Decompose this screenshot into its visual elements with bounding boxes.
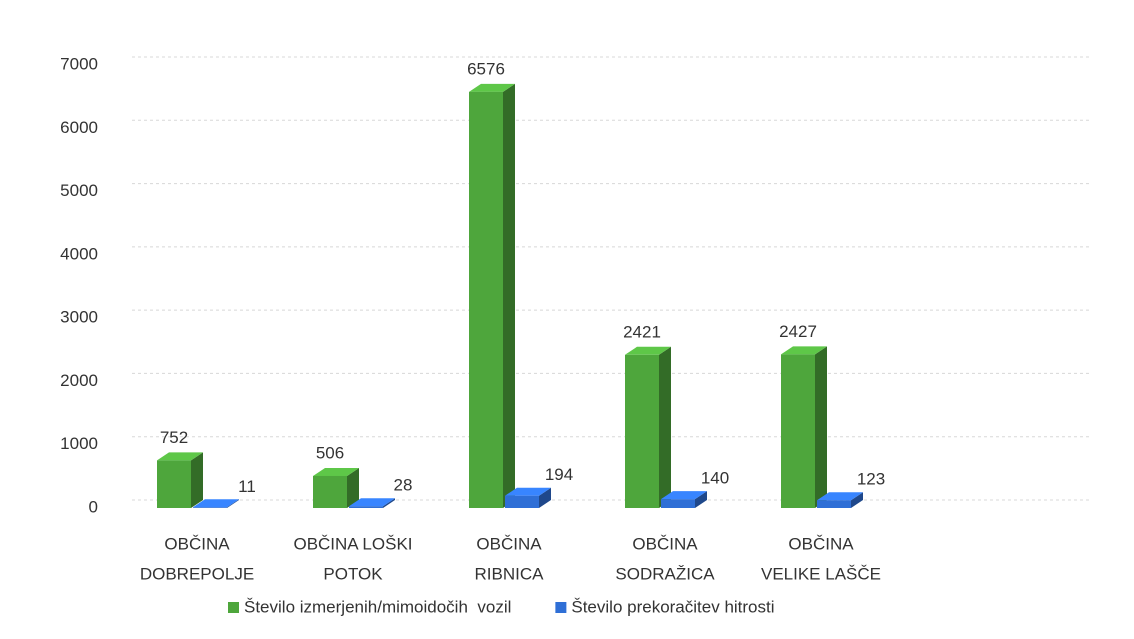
bar [625,354,659,508]
bar [505,495,539,508]
legend-label: Število izmerjenih/mimoidočih vozil [244,597,511,616]
bar-top [625,346,671,355]
bar [313,475,347,508]
bar [349,506,383,508]
y-tick-label: 2000 [60,371,98,390]
bar-side [539,487,551,508]
bar-top [349,498,395,507]
bar-top [505,487,551,496]
x-tick-label: OBČINA [164,534,230,553]
bar-top [313,467,359,476]
bar-top [817,492,863,501]
x-tick-label: SODRAŽICA [615,564,715,583]
bar [817,500,851,508]
data-label: 123 [857,470,885,489]
data-label: 11 [238,477,256,496]
legend-swatch [228,602,239,613]
bar-top [469,83,515,92]
bar [661,499,695,508]
x-tick-label: DOBREPOLJE [140,564,254,583]
legend-swatch [555,602,567,613]
x-tick-label: OBČINA [632,534,698,553]
y-tick-label: 3000 [60,308,98,327]
bar-side [695,491,707,508]
data-label: 6576 [467,59,505,78]
y-tick-label: 7000 [60,54,98,73]
bar-side [503,83,515,509]
bar [157,460,191,508]
bar-side [227,499,239,508]
x-tick-label: RIBNICA [475,564,545,583]
y-tick-label: 6000 [60,118,98,137]
bar-top [661,491,707,500]
data-label: 506 [316,443,344,462]
bar-side [347,467,359,508]
bar-top [193,499,239,508]
bar-side [851,492,863,508]
x-tick-label: POTOK [323,564,383,583]
bar-top [781,346,827,355]
legend-label: Število prekoračitev hitrosti [571,597,774,616]
x-tick-label: OBČINA [788,534,854,553]
y-tick-label: 0 [89,497,98,516]
y-tick-label: 1000 [60,434,98,453]
bar [469,91,503,509]
data-label: 194 [545,465,573,484]
bar-side [815,346,827,508]
data-label: 2427 [779,322,817,341]
x-tick-label: OBČINA [476,534,542,553]
bar-side [659,346,671,508]
data-label: 28 [394,476,413,495]
bar-side [191,452,203,508]
bar [781,354,815,508]
bar-side [383,498,395,508]
y-tick-label: 4000 [60,244,98,263]
bar [193,507,227,508]
x-tick-label: VELIKE LAŠČE [761,564,881,583]
data-label: 2421 [623,322,661,341]
x-tick-label: OBČINA LOŠKI [293,534,412,553]
bar-top [157,452,203,461]
data-label: 140 [701,469,729,488]
y-tick-label: 5000 [60,181,98,200]
data-label: 752 [160,428,188,447]
